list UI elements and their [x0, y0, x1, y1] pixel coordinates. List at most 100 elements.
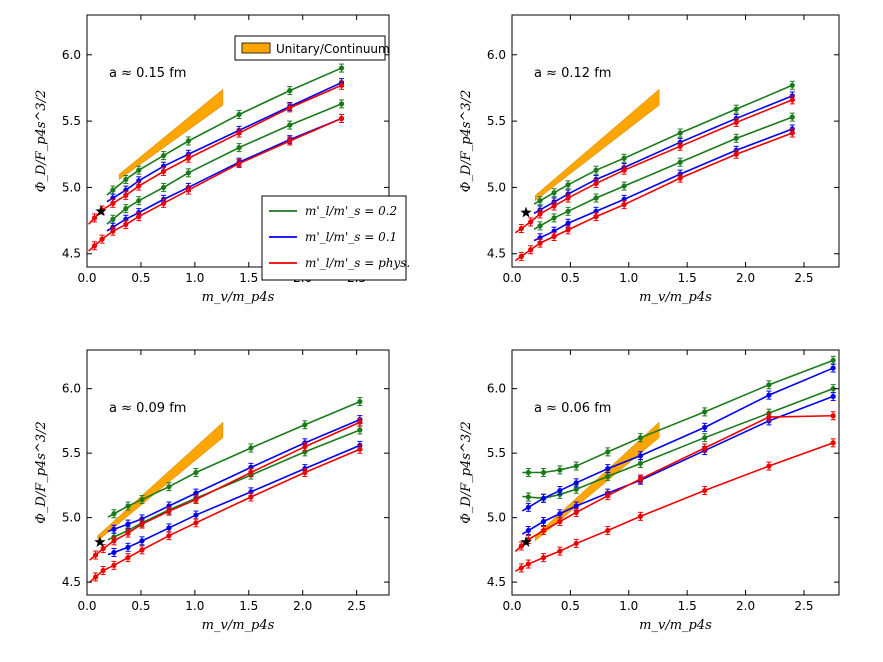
data-point-green — [338, 65, 345, 71]
data-point-green — [123, 206, 129, 212]
axes-frame — [511, 14, 840, 268]
data-point-red — [766, 463, 772, 469]
data-point-red — [518, 225, 524, 232]
data-point-red — [528, 219, 534, 225]
y-tick-label: 6.0 — [62, 382, 81, 396]
data-point-red — [357, 419, 363, 425]
plot-area — [89, 397, 363, 583]
data-point-red — [733, 119, 739, 126]
y-axis-label: Φ_D/F_p4s^3/2 — [34, 421, 49, 524]
fit-line-red-5 — [89, 448, 361, 583]
data-point-red — [100, 567, 106, 574]
x-tick-label: 1.0 — [185, 271, 204, 285]
data-point-red — [551, 233, 557, 240]
data-point-red — [621, 202, 627, 208]
data-point-green — [111, 511, 117, 517]
x-tick-label: 0.5 — [561, 599, 580, 613]
data-point-red — [93, 552, 99, 558]
data-point-blue — [111, 549, 117, 556]
x-tick-label: 0.0 — [502, 599, 521, 613]
data-point-green — [702, 435, 708, 441]
data-point-blue — [702, 424, 708, 430]
y-tick-label: 6.0 — [487, 48, 506, 62]
physical-point-star-icon — [520, 206, 532, 218]
fit-line-green-0 — [106, 67, 342, 196]
data-point-red — [248, 469, 254, 476]
data-point-red — [93, 574, 99, 580]
y-tick-label: 4.5 — [487, 575, 506, 589]
data-point-red — [573, 509, 579, 516]
data-point-green — [236, 145, 242, 151]
data-point-blue — [139, 538, 145, 544]
y-tick-label: 4.5 — [62, 575, 81, 589]
y-tick-label: 4.5 — [62, 247, 81, 261]
data-point-blue — [525, 504, 531, 510]
data-point-blue — [525, 527, 531, 534]
data-point-red — [357, 446, 363, 452]
data-point-green — [637, 435, 644, 441]
data-point-green — [573, 463, 579, 469]
x-tick-label: 2.0 — [736, 599, 755, 613]
data-point-red — [528, 247, 534, 253]
data-point-green — [605, 449, 611, 455]
data-point-red — [193, 520, 199, 526]
data-point-red — [99, 236, 105, 242]
x-tick-label: 2.5 — [347, 599, 366, 613]
data-point-red — [287, 138, 293, 144]
data-point-red — [100, 545, 106, 552]
data-point-blue — [125, 544, 131, 550]
data-point-green — [573, 486, 579, 492]
axes-frame — [86, 14, 390, 268]
data-point-red — [537, 240, 543, 246]
data-point-red — [789, 97, 795, 103]
y-tick-label: 5.0 — [487, 180, 506, 194]
data-point-red — [91, 243, 98, 249]
data-point-red — [123, 192, 129, 198]
data-point-red — [702, 487, 708, 494]
y-tick-label: 5.5 — [487, 114, 506, 128]
data-point-blue — [830, 393, 836, 400]
data-point-blue — [111, 526, 117, 532]
data-point-green — [338, 101, 345, 107]
data-point-red — [338, 115, 345, 122]
axes-frame — [511, 349, 840, 596]
data-point-red — [677, 143, 683, 149]
data-point-green — [525, 469, 531, 476]
physical-point-star-icon — [95, 205, 107, 217]
lattice-spacing-label: a ≈ 0.12 fm — [534, 66, 611, 81]
data-point-red — [111, 538, 117, 544]
panels: 0.0 0.5 1.0 1.5 2.0 2.5 4.5 5.0 5.5 6.0 m_v/m_p4s Φ… — [34, 14, 840, 633]
data-point-red — [287, 105, 293, 111]
x-axis-label: m_v/m_p4s — [202, 290, 275, 305]
data-point-green — [123, 176, 129, 183]
data-point-red — [166, 508, 172, 514]
x-tick-label: 0.5 — [131, 599, 150, 613]
data-point-red — [123, 221, 129, 228]
data-point-green — [160, 152, 167, 159]
data-point-blue — [605, 466, 611, 472]
panel-3: 0.0 0.5 1.0 1.5 2.0 2.5 4.5 5.0 5.5 6.0 m_v/m_p4s Φ… — [34, 349, 390, 633]
x-tick-label: 1.5 — [239, 599, 258, 613]
data-point-blue — [540, 495, 547, 501]
data-point-green — [125, 503, 131, 509]
x-tick-label: 0.0 — [77, 599, 96, 613]
data-point-red — [125, 530, 131, 536]
fit-line-green-1 — [107, 429, 361, 541]
data-point-green — [551, 190, 557, 196]
lattice-spacing-label: a ≈ 0.09 fm — [109, 401, 186, 416]
data-point-red — [136, 214, 142, 220]
data-point-red — [185, 155, 191, 161]
data-point-red — [139, 521, 145, 527]
x-tick-label: 0.5 — [561, 271, 580, 285]
data-point-green — [733, 106, 739, 112]
data-point-red — [637, 513, 644, 519]
fit-line-green-0 — [522, 359, 834, 474]
y-axis-label: Φ_D/F_p4s^3/2 — [34, 90, 49, 193]
data-point-blue — [557, 511, 563, 517]
x-axis-label: m_v/m_p4s — [202, 618, 275, 633]
fit-line-red-4 — [89, 421, 361, 561]
data-point-red — [236, 130, 242, 136]
lattice-spacing-label: a ≈ 0.06 fm — [534, 401, 611, 416]
data-point-blue — [166, 525, 172, 531]
